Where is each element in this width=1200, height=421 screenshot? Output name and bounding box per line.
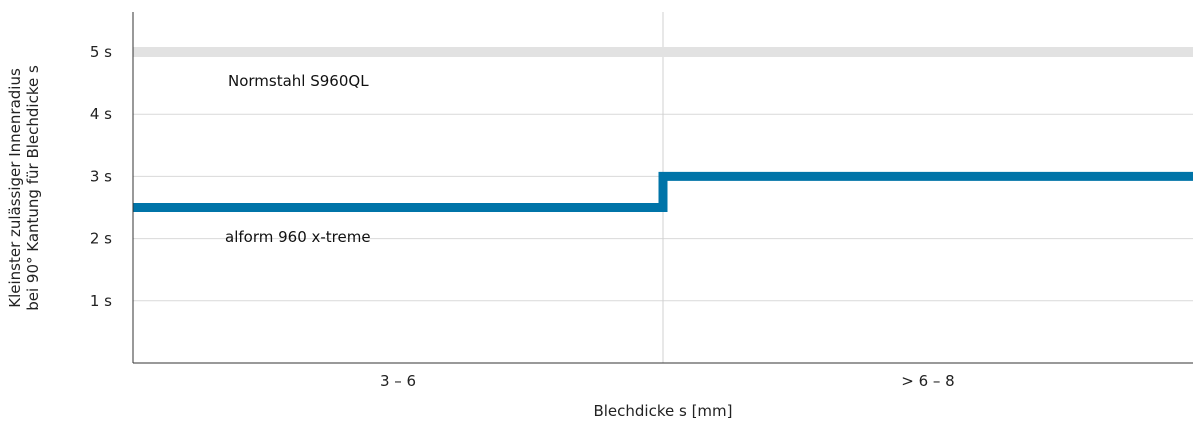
x-tick-labels: 3 – 6 > 6 – 8 [380, 372, 955, 390]
x-tick-label: > 6 – 8 [901, 372, 954, 390]
y-tick-label: 5 s [90, 43, 112, 61]
x-tick-label: 3 – 6 [380, 372, 416, 390]
y-tick-label: 1 s [90, 292, 112, 310]
y-tick-labels: 1 s 2 s 3 s 4 s 5 s [90, 43, 112, 310]
y-tick-label: 3 s [90, 167, 112, 185]
y-axis-title-line-1: Kleinster zulässiger Innenradius [6, 68, 24, 308]
series-layer [133, 47, 1193, 212]
x-axis-title: Blechdicke s [mm] [593, 402, 732, 420]
y-tick-label: 2 s [90, 230, 112, 248]
series-label-alform: alform 960 x-treme [225, 228, 371, 246]
y-axis-title: Kleinster zulässiger Innenradius bei 90°… [6, 65, 42, 311]
axes [132, 12, 1193, 364]
series-label-normstahl: Normstahl S960QL [228, 72, 369, 90]
series-line-1 [133, 171, 1193, 212]
y-axis-title-line-2: bei 90° Kantung für Blechdicke s [24, 65, 42, 311]
y-tick-label: 4 s [90, 105, 112, 123]
series-labels: Normstahl S960QL alform 960 x-treme [225, 72, 371, 246]
